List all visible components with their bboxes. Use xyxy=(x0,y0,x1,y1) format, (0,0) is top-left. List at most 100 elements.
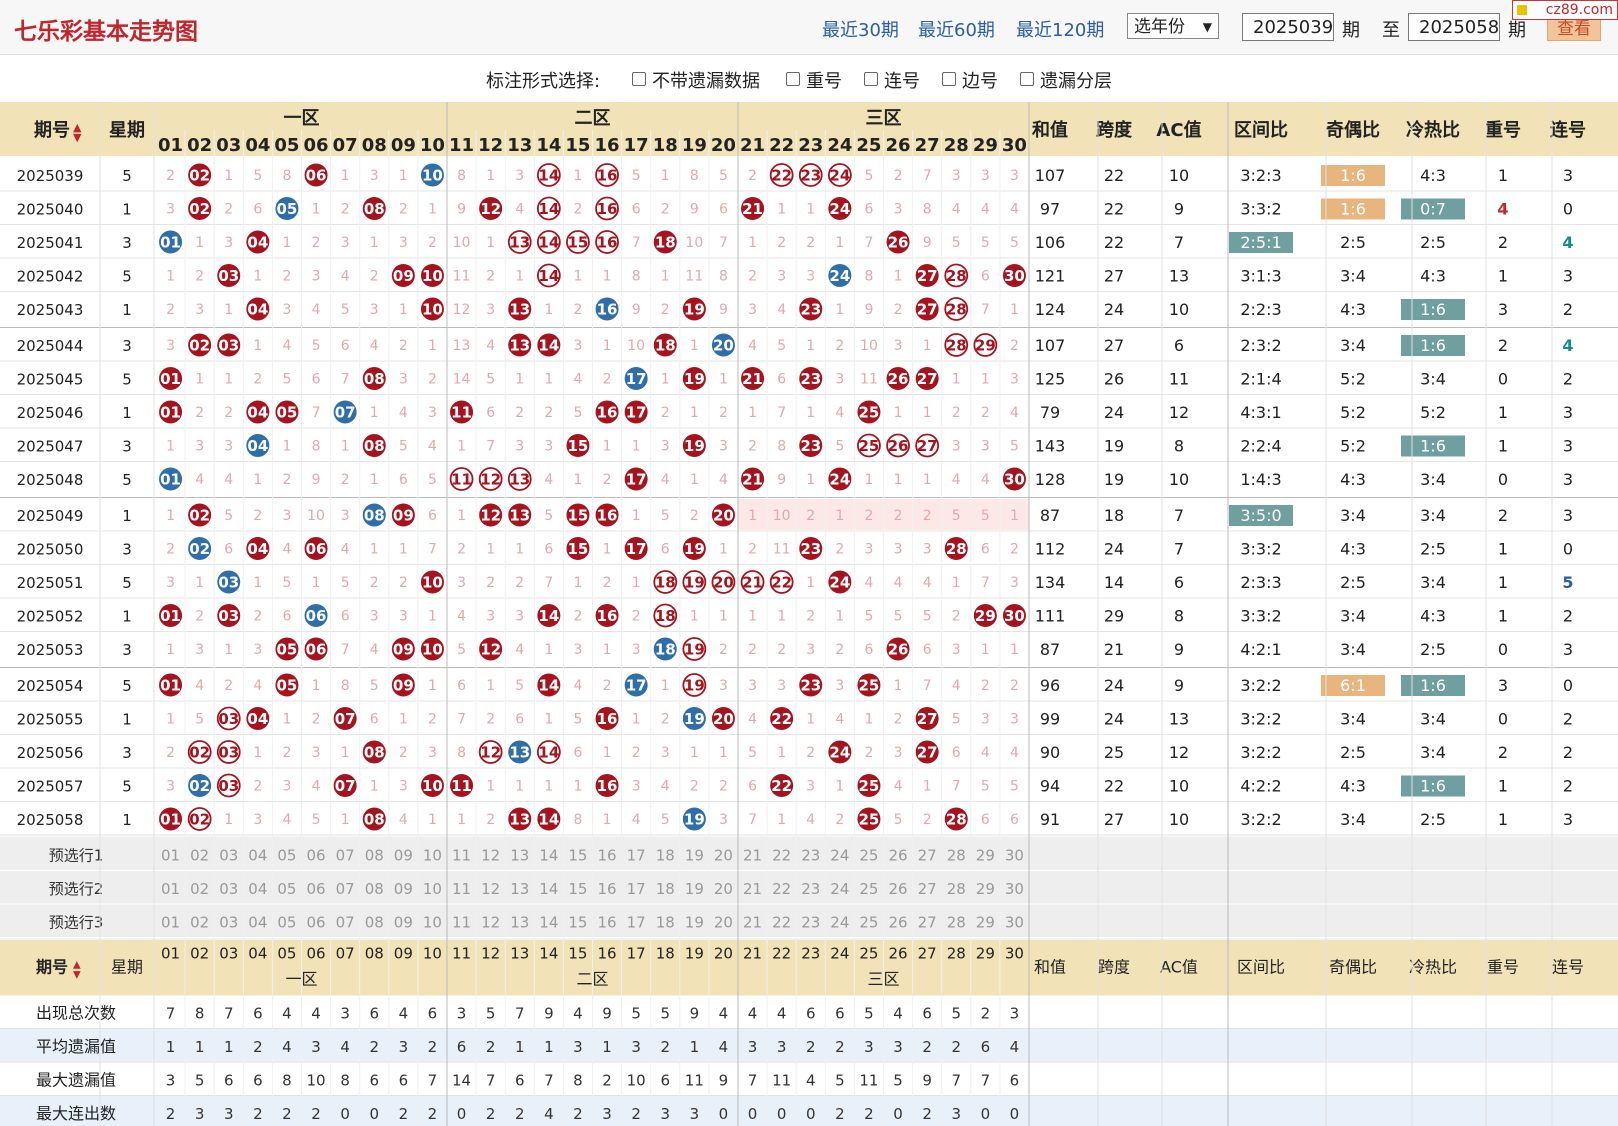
drawn-ball[interactable] xyxy=(188,197,212,220)
ball-number[interactable]: 15 xyxy=(568,234,589,252)
drawn-ball[interactable] xyxy=(857,774,881,797)
ball-number[interactable]: 14 xyxy=(538,267,559,285)
ball-number[interactable]: 22 xyxy=(771,574,792,592)
ball-number[interactable]: 17 xyxy=(626,370,647,388)
ball-number[interactable]: 25 xyxy=(859,677,880,695)
preselect-number[interactable]: 03 xyxy=(219,914,238,932)
ball-number[interactable]: 13 xyxy=(509,744,530,762)
ball-number[interactable]: 10 xyxy=(422,641,443,659)
preselect-number[interactable]: 03 xyxy=(219,847,238,865)
ball-number[interactable]: 24 xyxy=(829,200,850,218)
ball-number[interactable]: 19 xyxy=(684,574,705,592)
drawn-ball[interactable] xyxy=(944,297,969,321)
drawn-ball[interactable] xyxy=(537,673,561,697)
preselect-number[interactable]: 08 xyxy=(365,914,384,932)
preselect-number[interactable]: 29 xyxy=(976,914,995,932)
ball-number[interactable]: 17 xyxy=(626,471,647,489)
ball-number[interactable]: 03 xyxy=(218,744,239,762)
drawn-ball[interactable] xyxy=(682,537,706,560)
ball-number[interactable]: 02 xyxy=(189,200,210,218)
preselect-number[interactable]: 11 xyxy=(452,914,471,932)
drawn-ball[interactable] xyxy=(362,434,386,457)
drawn-ball[interactable] xyxy=(595,400,619,424)
drawn-ball[interactable] xyxy=(362,367,386,390)
ball-number[interactable]: 14 xyxy=(538,167,559,185)
ball-number[interactable]: 04 xyxy=(247,301,268,319)
preselect-number[interactable]: 01 xyxy=(161,880,180,898)
preselect-number[interactable]: 06 xyxy=(307,914,326,932)
drawn-ball[interactable] xyxy=(741,467,765,491)
drawn-ball[interactable] xyxy=(915,264,939,287)
ball-number[interactable]: 13 xyxy=(509,301,530,319)
ball-number[interactable]: 24 xyxy=(829,471,850,489)
drawn-ball[interactable] xyxy=(420,774,444,797)
preselect-number[interactable]: 24 xyxy=(830,847,849,865)
ball-number[interactable]: 13 xyxy=(509,507,530,525)
ball-number[interactable]: 27 xyxy=(917,710,938,728)
drawn-ball[interactable] xyxy=(1002,264,1026,287)
drawn-ball[interactable] xyxy=(740,570,765,594)
preselect-number[interactable]: 05 xyxy=(277,914,296,932)
preselect-number[interactable]: 25 xyxy=(859,914,878,932)
ball-number[interactable]: 03 xyxy=(218,267,239,285)
ball-number[interactable]: 25 xyxy=(859,437,880,455)
ball-number[interactable]: 17 xyxy=(626,404,647,422)
ball-number[interactable]: 27 xyxy=(917,437,938,455)
drawn-ball[interactable] xyxy=(828,467,852,491)
drawn-ball[interactable] xyxy=(479,503,503,527)
drawn-ball[interactable] xyxy=(741,367,765,390)
drawn-ball[interactable] xyxy=(682,367,706,390)
drawn-ball[interactable] xyxy=(799,367,823,390)
drawn-ball[interactable] xyxy=(420,163,444,187)
preselect-number[interactable]: 10 xyxy=(423,880,442,898)
preselect-number[interactable]: 30 xyxy=(1005,914,1024,932)
ball-number[interactable]: 18 xyxy=(655,337,676,355)
preselect-number[interactable]: 23 xyxy=(801,914,820,932)
drawn-ball[interactable] xyxy=(828,740,852,764)
ball-number[interactable]: 01 xyxy=(160,607,181,625)
drawn-ball[interactable] xyxy=(857,400,881,424)
preselect-number[interactable]: 16 xyxy=(598,847,617,865)
drawn-ball[interactable] xyxy=(566,503,590,527)
drawn-ball[interactable] xyxy=(886,433,910,458)
ball-number[interactable]: 29 xyxy=(975,607,996,625)
ball-number[interactable]: 15 xyxy=(568,437,589,455)
ball-number[interactable]: 02 xyxy=(189,777,210,795)
preselect-number[interactable]: 07 xyxy=(336,914,355,932)
drawn-ball[interactable] xyxy=(246,230,270,254)
drawn-ball[interactable] xyxy=(595,163,619,187)
preselect-number[interactable]: 27 xyxy=(918,847,937,865)
drawn-ball[interactable] xyxy=(275,197,299,220)
preselect-number[interactable]: 02 xyxy=(190,880,209,898)
preselect-number[interactable]: 06 xyxy=(307,880,326,898)
drawn-ball[interactable] xyxy=(159,230,183,254)
from-period-input[interactable]: 2025039 xyxy=(1242,13,1334,41)
ball-number[interactable]: 16 xyxy=(597,301,618,319)
drawn-ball[interactable] xyxy=(188,503,212,527)
drawn-ball[interactable] xyxy=(508,297,532,321)
preselect-number[interactable]: 20 xyxy=(714,914,733,932)
ball-number[interactable]: 01 xyxy=(160,471,181,489)
drawn-ball[interactable] xyxy=(159,400,183,424)
drawn-ball[interactable] xyxy=(799,297,823,321)
ball-number[interactable]: 28 xyxy=(946,811,967,829)
preselect-number[interactable]: 21 xyxy=(743,847,762,865)
ball-number[interactable]: 08 xyxy=(364,370,385,388)
ball-number[interactable]: 20 xyxy=(713,574,734,592)
drawn-ball[interactable] xyxy=(159,604,183,627)
drawn-ball[interactable] xyxy=(362,503,386,527)
drawn-ball[interactable] xyxy=(944,333,969,357)
preselect-number[interactable]: 23 xyxy=(801,847,820,865)
drawn-ball[interactable] xyxy=(188,537,212,560)
preselect-number[interactable]: 16 xyxy=(598,914,617,932)
drawn-ball[interactable] xyxy=(275,673,299,697)
drawn-ball[interactable] xyxy=(217,264,241,287)
ball-number[interactable]: 19 xyxy=(684,301,705,319)
drawn-ball[interactable] xyxy=(711,333,735,357)
ball-number[interactable]: 16 xyxy=(597,777,618,795)
preselect-number[interactable]: 20 xyxy=(714,880,733,898)
drawn-ball[interactable] xyxy=(188,163,212,187)
drawn-ball[interactable] xyxy=(653,603,678,628)
ball-number[interactable]: 19 xyxy=(684,641,705,659)
ball-number[interactable]: 27 xyxy=(917,744,938,762)
